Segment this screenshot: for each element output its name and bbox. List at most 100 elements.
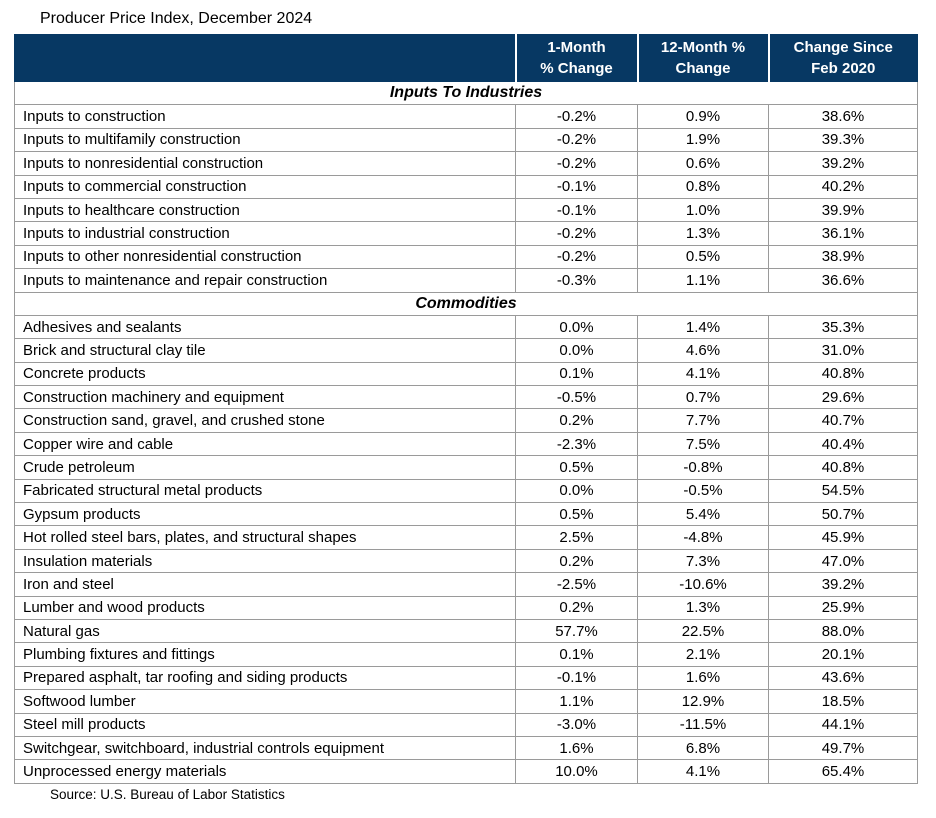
table-row: Inputs to multifamily construction -0.2% 1… xyxy=(14,127,918,153)
row-label: Natural gas xyxy=(14,618,516,644)
table-row: Inputs to construction -0.2% 0.9% 38.6% xyxy=(14,104,918,129)
row-12-month-value: 1.6% xyxy=(637,665,769,691)
header-series-blank xyxy=(14,34,516,82)
table-row: Copper wire and cable -2.3% 7.5% 40.4% xyxy=(14,431,918,457)
row-1-month-value: -0.2% xyxy=(515,104,638,129)
row-1-month-value: -2.5% xyxy=(515,572,638,597)
header-12-month: 12-Month % Change xyxy=(636,34,769,82)
table-row: Switchgear, switchboard, industrial cont… xyxy=(14,735,918,761)
row-since-feb-2020-value: 54.5% xyxy=(768,478,918,504)
row-1-month-value: -0.3% xyxy=(515,268,638,293)
table-row: Inputs to industrial construction -0.2% 1.… xyxy=(14,221,918,246)
table-row: Steel mill products -3.0% -11.5% 44.1% xyxy=(14,712,918,737)
row-12-month-value: 0.6% xyxy=(637,151,769,176)
row-since-feb-2020-value: 88.0% xyxy=(768,618,918,644)
row-12-month-value: 7.5% xyxy=(637,431,769,457)
section-header-row: Commodities xyxy=(14,291,918,316)
row-since-feb-2020-value: 49.7% xyxy=(768,735,918,761)
row-12-month-value: 7.7% xyxy=(637,408,769,433)
row-label: Brick and structural clay tile xyxy=(14,338,516,363)
row-1-month-value: 1.6% xyxy=(515,735,638,761)
row-1-month-value: -0.1% xyxy=(515,174,638,199)
row-1-month-value: 0.2% xyxy=(515,595,638,620)
row-12-month-value: 1.9% xyxy=(637,127,769,153)
row-1-month-value: 0.0% xyxy=(515,338,638,363)
header-line: 12-Month % xyxy=(660,39,746,56)
row-12-month-value: 0.9% xyxy=(637,104,769,129)
row-12-month-value: 0.7% xyxy=(637,385,769,410)
row-1-month-value: 0.2% xyxy=(515,408,638,433)
row-12-month-value: -10.6% xyxy=(637,572,769,597)
header-line: Change Since xyxy=(793,39,893,56)
header-line: Feb 2020 xyxy=(811,60,876,77)
source-note: Source: U.S. Bureau of Labor Statistics xyxy=(50,786,285,802)
header-row: 1-Month % Change 12-Month % Change Chang… xyxy=(14,34,918,82)
row-1-month-value: 1.1% xyxy=(515,689,638,714)
ppi-table: 1-Month % Change 12-Month % Change Chang… xyxy=(14,34,918,784)
table-row: Inputs to nonresidential construction -0.… xyxy=(14,151,918,176)
row-label: Inputs to industrial construction xyxy=(14,221,516,246)
row-12-month-value: 22.5% xyxy=(637,618,769,644)
row-since-feb-2020-value: 47.0% xyxy=(768,548,918,574)
row-label: Unprocessed energy materials xyxy=(14,759,516,784)
table-row: Insulation materials 0.2% 7.3% 47.0% xyxy=(14,548,918,574)
row-12-month-value: 0.5% xyxy=(637,244,769,270)
header-line: Change xyxy=(675,60,731,77)
row-label: Switchgear, switchboard, industrial cont… xyxy=(14,735,516,761)
row-1-month-value: 57.7% xyxy=(515,618,638,644)
row-12-month-value: 2.1% xyxy=(637,642,769,667)
row-1-month-value: -0.1% xyxy=(515,665,638,691)
row-12-month-value: 0.8% xyxy=(637,174,769,199)
row-label: Prepared asphalt, tar roofing and siding… xyxy=(14,665,516,691)
row-since-feb-2020-value: 40.8% xyxy=(768,455,918,480)
row-label: Iron and steel xyxy=(14,572,516,597)
row-1-month-value: -0.1% xyxy=(515,197,638,223)
row-since-feb-2020-value: 50.7% xyxy=(768,502,918,527)
row-label: Lumber and wood products xyxy=(14,595,516,620)
row-1-month-value: -0.2% xyxy=(515,221,638,246)
row-12-month-value: 1.0% xyxy=(637,197,769,223)
row-12-month-value: -4.8% xyxy=(637,525,769,550)
row-label: Inputs to nonresidential construction xyxy=(14,151,516,176)
table-row: Unprocessed energy materials 10.0% 4.1% 65.… xyxy=(14,759,918,784)
row-label: Inputs to other nonresidential construct… xyxy=(14,244,516,270)
row-label: Gypsum products xyxy=(14,502,516,527)
row-since-feb-2020-value: 39.3% xyxy=(768,127,918,153)
row-label: Hot rolled steel bars, plates, and struc… xyxy=(14,525,516,550)
table-row: Adhesives and sealants 0.0% 1.4% 35.3% xyxy=(14,314,918,340)
row-since-feb-2020-value: 20.1% xyxy=(768,642,918,667)
table-header: 1-Month % Change 12-Month % Change Chang… xyxy=(14,34,918,82)
row-since-feb-2020-value: 36.6% xyxy=(768,268,918,293)
row-1-month-value: -0.5% xyxy=(515,385,638,410)
header-line: 1-Month xyxy=(547,39,606,56)
row-1-month-value: -3.0% xyxy=(515,712,638,737)
section-header-row: Inputs To Industries xyxy=(14,80,918,106)
header-1-month: 1-Month % Change xyxy=(514,34,638,82)
row-1-month-value: 0.1% xyxy=(515,361,638,387)
row-since-feb-2020-value: 38.6% xyxy=(768,104,918,129)
section-label: Inputs To Industries xyxy=(14,80,918,106)
row-label: Inputs to maintenance and repair constru… xyxy=(14,268,516,293)
row-label: Inputs to commercial construction xyxy=(14,174,516,199)
row-1-month-value: -2.3% xyxy=(515,431,638,457)
table-row: Gypsum products 0.5% 5.4% 50.7% xyxy=(14,502,918,527)
table-row: Inputs to healthcare construction -0.1% 1.… xyxy=(14,197,918,223)
row-since-feb-2020-value: 39.9% xyxy=(768,197,918,223)
row-label: Steel mill products xyxy=(14,712,516,737)
row-since-feb-2020-value: 29.6% xyxy=(768,385,918,410)
row-since-feb-2020-value: 43.6% xyxy=(768,665,918,691)
table-row: Plumbing fixtures and fittings 0.1% 2.1% 20… xyxy=(14,642,918,667)
row-1-month-value: 2.5% xyxy=(515,525,638,550)
row-since-feb-2020-value: 39.2% xyxy=(768,151,918,176)
table-row: Lumber and wood products 0.2% 1.3% 25.9% xyxy=(14,595,918,620)
row-label: Plumbing fixtures and fittings xyxy=(14,642,516,667)
row-1-month-value: 10.0% xyxy=(515,759,638,784)
row-1-month-value: -0.2% xyxy=(515,244,638,270)
table-row: Construction sand, gravel, and crushed s… xyxy=(14,408,918,433)
table-row: Concrete products 0.1% 4.1% 40.8% xyxy=(14,361,918,387)
row-label: Inputs to construction xyxy=(14,104,516,129)
row-since-feb-2020-value: 45.9% xyxy=(768,525,918,550)
row-1-month-value: 0.5% xyxy=(515,455,638,480)
row-12-month-value: 6.8% xyxy=(637,735,769,761)
table-row: Hot rolled steel bars, plates, and struc… xyxy=(14,525,918,550)
